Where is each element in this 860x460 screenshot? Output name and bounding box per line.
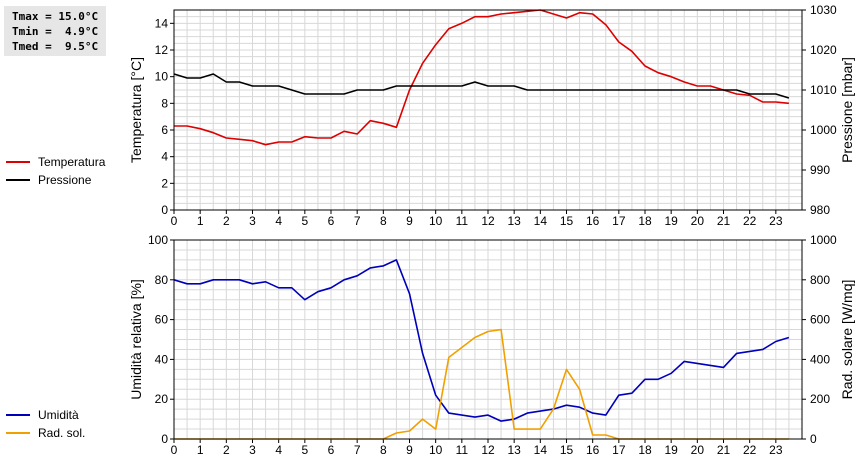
legend-label: Rad. sol. [38,426,85,440]
y-left-axis-title: Umidità relativa [%] [128,279,144,400]
x-tick-label: 0 [171,214,178,228]
y-right-tick-label: 1000 [810,233,837,247]
y-right-axis-title: Pressione [mbar] [839,57,855,163]
x-tick-label: 4 [275,443,282,457]
x-tick-label: 5 [301,214,308,228]
y-right-tick-label: 1010 [810,83,837,97]
y-left-tick-label: 60 [155,313,169,327]
tmax-readout: Tmax = 15.0°C [12,10,99,23]
x-tick-label: 18 [638,214,652,228]
y-left-tick-label: 100 [148,233,168,247]
x-tick-label: 2 [223,214,230,228]
x-tick-label: 7 [354,214,361,228]
chart-panel-2: 0 1 2 3 4 5 6 7 8 9 10 11 12 13 14 15 16 17 18 19 20 21 22 2302… [6,233,855,457]
x-tick-label: 0 [171,443,178,457]
x-tick-label: 15 [560,443,574,457]
x-tick-label: 4 [275,214,282,228]
x-tick-label: 16 [586,443,600,457]
legend-label: Temperatura [38,155,106,169]
legend-label: Pressione [38,173,92,187]
y-right-tick-label: 1000 [810,123,837,137]
y-right-tick-label: 400 [810,352,830,366]
plot-frame [173,9,803,211]
x-tick-label: 11 [456,443,469,457]
y-right-tick-label: 990 [810,163,830,177]
x-tick-label: 21 [717,214,731,228]
x-tick-label: 17 [612,443,626,457]
series-line-pressione [173,73,790,99]
x-tick-label: 14 [534,214,548,228]
x-tick-label: 10 [429,443,443,457]
x-tick-label: 14 [534,443,548,457]
y-left-tick-label: 2 [161,176,168,190]
x-tick-label: 8 [380,443,387,457]
y-right-tick-label: 1020 [810,43,837,57]
y-left-tick-label: 0 [161,203,168,217]
x-tick-label: 15 [560,214,574,228]
tmed-readout: Tmed = 9.5°C [12,40,99,53]
tmin-readout: Tmin = 4.9°C [12,25,99,38]
x-tick-label: 12 [481,214,495,228]
x-tick-label: 3 [249,443,256,457]
y-right-tick-label: 0 [810,432,817,446]
x-tick-label: 22 [743,214,757,228]
y-right-tick-label: 600 [810,313,830,327]
x-tick-label: 22 [743,443,757,457]
x-tick-label: 7 [354,443,361,457]
x-tick-label: 16 [586,214,600,228]
x-tick-label: 9 [406,214,413,228]
x-tick-label: 11 [456,214,469,228]
y-left-tick-label: 0 [161,432,168,446]
y-right-tick-label: 200 [810,392,830,406]
x-tick-label: 23 [769,214,783,228]
stats-box: Tmax = 15.0°C Tmin = 4.9°C Tmed = 9.5°C [4,6,106,56]
y-left-axis-title: Temperatura [°C] [128,57,144,163]
y-left-tick-label: 20 [155,392,169,406]
y-left-tick-label: 12 [155,43,169,57]
x-tick-label: 3 [249,214,256,228]
plot-frame [173,239,803,440]
x-tick-label: 10 [429,214,443,228]
y-left-tick-label: 4 [161,150,168,164]
x-tick-label: 19 [664,443,678,457]
y-right-axis-title: Rad. solare [W/mq] [839,280,855,400]
x-tick-label: 1 [197,443,204,457]
x-tick-label: 18 [638,443,652,457]
x-tick-label: 12 [481,443,495,457]
y-left-tick-label: 10 [155,70,169,84]
y-left-tick-label: 40 [155,352,169,366]
x-tick-label: 1 [197,214,204,228]
x-tick-label: 6 [328,214,335,228]
y-left-tick-label: 80 [155,273,169,287]
x-tick-label: 13 [507,443,521,457]
x-tick-label: 8 [380,214,387,228]
y-left-tick-label: 6 [161,123,168,137]
x-tick-label: 9 [406,443,413,457]
y-right-tick-label: 800 [810,273,830,287]
x-tick-label: 20 [691,214,705,228]
series-line-temperatura [174,9,789,146]
series-line-umidit- [173,259,790,422]
legend-label: Umidità [38,408,79,422]
x-tick-label: 17 [612,214,626,228]
x-tick-label: 5 [301,443,308,457]
y-left-tick-label: 8 [161,96,168,110]
x-tick-label: 2 [223,443,230,457]
y-right-tick-label: 1030 [810,3,837,17]
x-tick-label: 19 [664,214,678,228]
x-tick-label: 21 [717,443,731,457]
x-tick-label: 6 [328,443,335,457]
y-left-tick-label: 14 [155,16,169,30]
y-right-tick-label: 980 [810,203,830,217]
x-tick-label: 13 [507,214,521,228]
chart-panel-1: 0 1 2 3 4 5 6 7 8 9 10 11 12 13 14 15 16 17 18 19 20 21 22 2302… [6,3,855,228]
x-tick-label: 23 [769,443,783,457]
x-tick-label: 20 [691,443,705,457]
